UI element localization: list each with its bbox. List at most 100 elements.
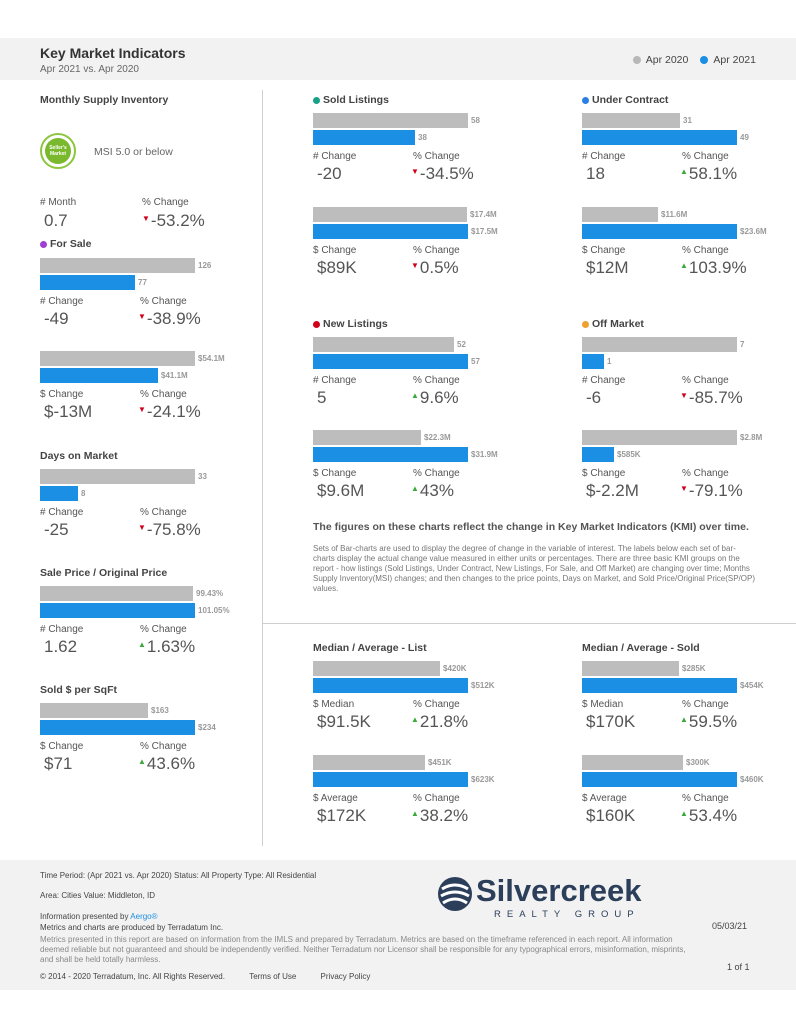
sellers-market-badge-icon: Seller's Market [40, 133, 76, 169]
report-header: Key Market Indicators Apr 2021 vs. Apr 2… [0, 38, 796, 80]
sold-listings-dollar-label-prev: $17.4M [470, 210, 497, 219]
median-list-average-label-curr: $623K [471, 775, 495, 784]
up-arrow-icon: ▲ [411, 484, 419, 493]
aergo-link[interactable]: Aergo® [130, 912, 158, 921]
down-arrow-icon: ▼ [138, 405, 146, 414]
sale-price-ratio-bar-prev [40, 586, 193, 601]
median-sold-median-bar-prev [582, 661, 679, 676]
days-on-market-label-prev: 33 [198, 472, 207, 481]
median-sold-average-label-curr: $460K [740, 775, 764, 784]
under-contract-dollar-change-value: $12M [586, 258, 629, 277]
footer-area: Area: Cities Value: Middleton, ID [40, 891, 156, 900]
under-contract-dot-icon [582, 96, 589, 104]
under-contract-dollar-pct-value: ▲103.9% [680, 258, 747, 277]
terms-link[interactable]: Terms of Use [249, 972, 297, 981]
sold-listings-dollar-pct-label: % Change [413, 245, 460, 256]
sold-listings-count-label-curr: 38 [418, 133, 427, 142]
for-sale-dollar-pct-value: ▼-24.1% [138, 402, 201, 421]
under-contract-count-bar-curr [582, 130, 737, 145]
page-title: Key Market Indicators [40, 45, 186, 61]
logo-subtext: REALTY GROUP [494, 909, 640, 920]
under-contract-count-bar-prev [582, 113, 680, 128]
sale-price-ratio-pct-label: % Change [140, 624, 187, 635]
footer-filters: Time Period: (Apr 2021 vs. Apr 2020) Sta… [40, 871, 317, 880]
off-market-dollar-pct-label: % Change [682, 468, 729, 479]
days-on-market-change-label: # Change [40, 507, 84, 518]
sale-price-ratio-change-value: 1.62 [44, 637, 78, 656]
median-list-median-change-label: $ Median [313, 699, 355, 710]
new-listings-dollar-change-label: $ Change [313, 468, 357, 479]
off-market-count-change-label: # Change [582, 375, 626, 386]
badge-text: Seller's Market [45, 138, 71, 164]
new-listings-dollar-pct-label: % Change [413, 468, 460, 479]
for-sale-dollar-change-label: $ Change [40, 389, 84, 400]
msi-threshold-label: MSI 5.0 or below [94, 146, 173, 158]
for-sale-count-change-value: -49 [44, 309, 69, 328]
report-date: 05/03/21 [712, 921, 748, 931]
for-sale-count-label-prev: 126 [198, 261, 212, 270]
explanation-body: Sets of Bar-charts are used to display t… [313, 544, 755, 593]
days-on-market-label-curr: 8 [81, 489, 86, 498]
days-on-market-bar-prev [40, 469, 195, 484]
days-on-market-pct-value: ▼-75.8% [138, 520, 201, 539]
sold-listings-count-label-prev: 58 [471, 116, 480, 125]
new-listings-dollar-bar-prev [313, 430, 421, 445]
off-market-count-bar-curr [582, 354, 604, 369]
median-sold-average-bar-curr [582, 772, 737, 787]
msi-title: Monthly Supply Inventory [40, 94, 169, 106]
sold-per-sqft-title: Sold $ per SqFt [40, 684, 118, 696]
up-arrow-icon: ▲ [680, 261, 688, 270]
under-contract-title: Under Contract [582, 94, 668, 106]
median-sold-median-bar-curr [582, 678, 737, 693]
for-sale-dollar-label-prev: $54.1M [198, 354, 225, 363]
sold-per-sqft-label-curr: $234 [198, 723, 216, 732]
for-sale-count-bar-curr [40, 275, 135, 290]
median-list-title: Median / Average - List [313, 642, 427, 654]
under-contract-count-pct-label: % Change [682, 151, 729, 162]
sold-per-sqft-change-value: $71 [44, 754, 73, 773]
median-sold-median-change-label: $ Median [582, 699, 624, 710]
new-listings-count-change-value: 5 [317, 388, 327, 407]
down-arrow-icon: ▼ [138, 523, 146, 532]
up-arrow-icon: ▲ [411, 809, 419, 818]
for-sale-count-bar-prev [40, 258, 195, 273]
under-contract-dollar-label-curr: $23.6M [740, 227, 767, 236]
median-list-average-pct-label: % Change [413, 793, 460, 804]
median-list-median-pct-value: ▲21.8% [411, 712, 469, 731]
median-list-median-bar-curr [313, 678, 468, 693]
sold-per-sqft-bar-prev [40, 703, 148, 718]
up-arrow-icon: ▲ [138, 757, 146, 766]
up-arrow-icon: ▲ [411, 391, 419, 400]
median-list-average-change-label: $ Average [313, 793, 358, 804]
median-sold-median-label-prev: $285K [682, 664, 706, 673]
days-on-market-pct-label: % Change [140, 507, 187, 518]
privacy-link[interactable]: Privacy Policy [320, 972, 371, 981]
median-list-median-label-curr: $512K [471, 681, 495, 690]
new-listings-count-pct-value: ▲9.6% [411, 388, 459, 407]
median-sold-median-label-curr: $454K [740, 681, 764, 690]
new-listings-dollar-label-curr: $31.9M [471, 450, 498, 459]
median-sold-average-change-value: $160K [586, 806, 636, 825]
up-arrow-icon: ▲ [680, 809, 688, 818]
median-sold-average-pct-value: ▲53.4% [680, 806, 738, 825]
sale-price-ratio-label-prev: 99.43% [196, 589, 224, 598]
for-sale-dot-icon [40, 240, 47, 248]
off-market-dollar-change-label: $ Change [582, 468, 626, 479]
new-listings-count-pct-label: % Change [413, 375, 460, 386]
sale-price-ratio-label-curr: 101.05% [198, 606, 230, 615]
median-sold-average-label-prev: $300K [686, 758, 710, 767]
up-arrow-icon: ▲ [680, 715, 688, 724]
msi-change-label: # Month [40, 197, 77, 208]
median-list-average-pct-value: ▲38.2% [411, 806, 469, 825]
median-sold-title: Median / Average - Sold [582, 642, 700, 654]
under-contract-count-change-label: # Change [582, 151, 626, 162]
off-market-dollar-label-curr: $585K [617, 450, 641, 459]
silvercreek-logo: Silvercreek REALTY GROUP [436, 873, 696, 923]
median-list-median-bar-prev [313, 661, 440, 676]
off-market-count-label-prev: 7 [740, 340, 745, 349]
for-sale-count-change-label: # Change [40, 296, 84, 307]
median-list-average-bar-curr [313, 772, 468, 787]
median-sold-median-pct-value: ▲59.5% [680, 712, 738, 731]
up-arrow-icon: ▲ [411, 715, 419, 724]
down-arrow-icon: ▼ [680, 484, 688, 493]
